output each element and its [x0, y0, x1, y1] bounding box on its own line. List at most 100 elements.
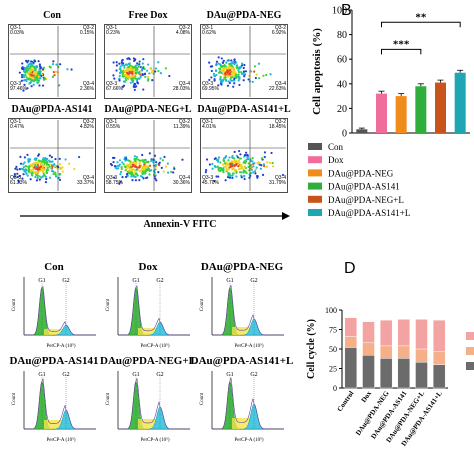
stack-segment	[344, 336, 358, 348]
legend-label: DAu@PDA-NEG	[328, 168, 394, 178]
panel-letter-d: D	[344, 260, 356, 277]
quadrant-label-q3: Q3-3 58.75%	[106, 175, 123, 186]
stack-segment	[379, 358, 393, 389]
flow-plot-title: DAu@PDA-NEG+L	[104, 104, 192, 115]
flow-plot-title: DAu@PDA-AS141	[11, 104, 93, 115]
quadrant-label-q4: Q3-4 31.79%	[269, 175, 286, 186]
g1-label: G1	[38, 278, 45, 284]
x-axis-label: PerCP-A (10⁵)	[234, 343, 263, 349]
quadrant-label-q2: Q3-2 4.82%	[79, 119, 94, 130]
cell-cycle-histogram: Count PerCP-A (10⁵) G1 G2	[200, 277, 284, 349]
panel-letter-b: B	[341, 2, 352, 19]
cell-cycle-plot-title: Dox	[138, 261, 158, 273]
cell-cycle-histogram: Count PerCP-A (10⁵) G1 G2	[12, 371, 96, 443]
quadrant-label-q4: Q3-4 33.37%	[77, 175, 94, 186]
bar-DAu@PDA-NEG	[395, 96, 407, 133]
legend-swatch	[308, 195, 322, 203]
g1-label: G1	[132, 372, 139, 378]
quadrant-label-q1: Q3-1 0.03%	[10, 25, 25, 36]
g1-label: G1	[226, 278, 233, 284]
s-phase-band	[44, 420, 64, 429]
g2-label: G2	[156, 372, 163, 378]
histogram-outline	[118, 378, 190, 430]
histogram-outline	[24, 377, 96, 430]
significance-label: **	[415, 11, 427, 23]
stack-segment	[397, 345, 411, 359]
quadrant-label-q1: Q3-1 0.55%	[106, 119, 121, 130]
quadrant-label-q4: Q3-4 28.03%	[173, 81, 190, 92]
legend-swatch	[308, 156, 322, 164]
flow-dot-plot	[200, 24, 288, 99]
quadrant-label-q3: Q3-3 97.46%	[10, 81, 27, 92]
legend-label: DAu@PDA-NEG+L	[328, 195, 404, 205]
g2-label: G2	[250, 372, 257, 378]
legend-label: Con	[328, 142, 344, 152]
s-phase-band	[138, 419, 158, 429]
legend-swatch	[466, 347, 474, 355]
plot-frame	[8, 24, 96, 99]
stack-segment	[379, 345, 393, 359]
cell-cycle-histogram: Count PerCP-A (10⁵) G1 G2	[106, 371, 190, 443]
flow-dot-plot	[104, 24, 192, 99]
flow-plot-title: DAu@PDA-AS141+L	[197, 104, 291, 115]
y-tick-label: 40	[337, 79, 347, 90]
flow-dot-plot	[200, 118, 288, 193]
stack-segment	[432, 364, 446, 389]
legend-swatch	[466, 362, 474, 370]
legend-swatch	[308, 209, 322, 216]
annexin-arrow	[20, 208, 290, 220]
stack-segment	[397, 319, 411, 347]
cell-cycle-plot-title: DAu@PDA-NEG+L	[100, 355, 196, 367]
g1-label: G1	[226, 372, 233, 378]
y-tick-label: 25	[329, 365, 337, 374]
x-tick-label: Dox	[360, 389, 374, 404]
y-axis-label: Cell apoptosis (%)	[311, 28, 323, 115]
y-tick-label: 0	[333, 384, 337, 393]
quadrant-label-q3: Q3-3 61.33%	[10, 175, 27, 186]
quadrant-label-q1: Q3-1 0.47%	[10, 119, 25, 130]
x-axis-label: PerCP-A (10⁵)	[140, 437, 169, 443]
histogram-outline	[212, 377, 284, 430]
histogram-outline	[212, 284, 284, 336]
g2-label: G2	[250, 278, 257, 284]
y-axis-label: Count	[106, 392, 111, 405]
stack-segment	[432, 319, 446, 352]
y-axis-label: Count	[200, 298, 205, 311]
x-tick-label: Control	[336, 390, 356, 414]
stack-segment	[344, 317, 358, 337]
bar-DAu@PDA-AS141	[415, 86, 427, 133]
histogram-outline	[118, 285, 190, 336]
s-phase-band	[232, 418, 252, 429]
cell-cycle-histogram: Count PerCP-A (10⁵) G1 G2	[12, 277, 96, 349]
stack-segment	[397, 358, 411, 389]
quadrant-label-q2: Q3-2 11.39%	[173, 119, 190, 130]
stack-segment	[362, 342, 375, 356]
cell-cycle-plot-title: DAu@PDA-AS141+L	[190, 355, 294, 367]
x-axis-label: PerCP-A (10⁵)	[140, 343, 169, 349]
legend-swatch	[308, 169, 322, 177]
quadrant-label-q1: Q3-1 0.62%	[202, 25, 217, 36]
s-phase-band	[138, 328, 158, 335]
y-axis-label: Count	[12, 298, 17, 311]
y-tick-label: 80	[337, 30, 347, 41]
flow-dot-plot	[8, 24, 96, 99]
quadrant-label-q2: Q3-2 6.92%	[271, 25, 286, 36]
plot-frame	[8, 118, 96, 193]
legend-label: DAu@PDA-AS141	[328, 182, 400, 192]
y-axis-label: Count	[106, 298, 111, 311]
annexin-axis-label: Annexin-V FITC	[143, 219, 217, 230]
quadrant-label-q4: Q3-4 2.36%	[79, 81, 94, 92]
significance-bracket	[381, 21, 461, 28]
stack-segment	[379, 319, 393, 347]
y-tick-label: 20	[337, 104, 347, 115]
g2-label: G2	[62, 278, 69, 284]
cell-cycle-plot-title: Con	[44, 261, 64, 273]
flow-plot-title: Con	[43, 10, 61, 21]
legend-swatch	[308, 182, 322, 190]
stack-segment	[432, 351, 446, 365]
quadrant-label-q2: Q3-2 4.08%	[175, 25, 190, 36]
g2-label: G2	[156, 278, 163, 284]
flow-plot-title: Free Dox	[128, 10, 168, 21]
